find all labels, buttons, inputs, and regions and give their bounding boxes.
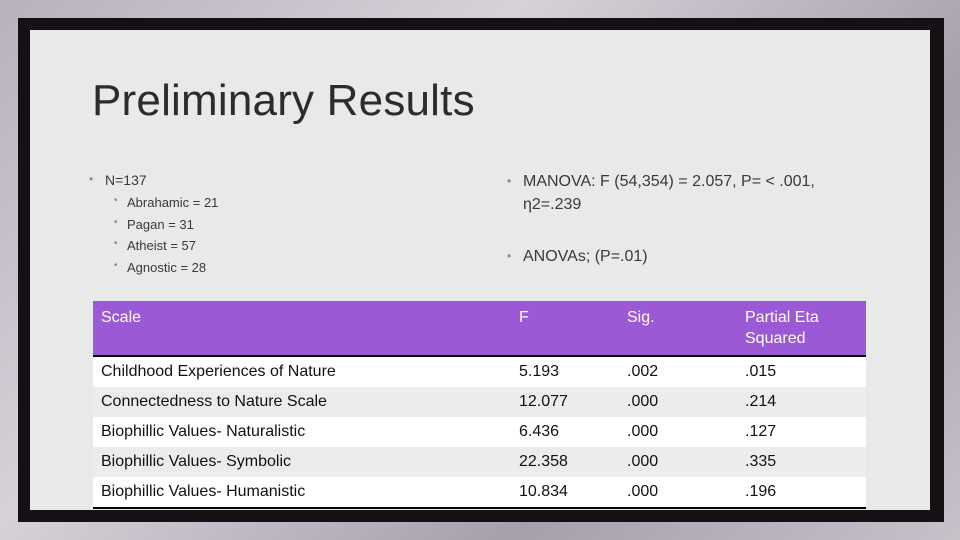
table-row: Biophillic Values- Humanistic 10.834 .00… bbox=[93, 477, 866, 509]
manova-text: MANOVA: F (54,354) = 2.057, P= < .001, bbox=[523, 173, 815, 190]
slide-title: Preliminary Results bbox=[92, 76, 475, 125]
cell-f: 12.077 bbox=[511, 387, 619, 417]
header-partial-eta: Partial Eta Squared bbox=[737, 301, 866, 357]
table-row: Biophillic Values- Naturalistic 6.436 .0… bbox=[93, 417, 866, 447]
cell-sig: .000 bbox=[619, 417, 737, 447]
results-table: Scale F Sig. Partial Eta Squared Childho… bbox=[93, 301, 866, 509]
header-scale: Scale bbox=[93, 301, 511, 357]
cell-scale: Connectedness to Nature Scale bbox=[93, 387, 511, 417]
cell-scale: Biophillic Values- Symbolic bbox=[93, 447, 511, 477]
cell-eta: .196 bbox=[737, 477, 866, 509]
cell-sig: .000 bbox=[619, 447, 737, 477]
cell-f: 5.193 bbox=[511, 356, 619, 387]
cell-eta: .015 bbox=[737, 356, 866, 387]
cell-sig: .000 bbox=[619, 387, 737, 417]
cell-eta: .127 bbox=[737, 417, 866, 447]
table-row: Connectedness to Nature Scale 12.077 .00… bbox=[93, 387, 866, 417]
table-row: Childhood Experiences of Nature 5.193 .0… bbox=[93, 356, 866, 387]
table-row: Biophillic Values- Symbolic 22.358 .000 … bbox=[93, 447, 866, 477]
manova-effect-size: η2=.239 bbox=[523, 196, 582, 213]
cell-sig: .000 bbox=[619, 477, 737, 509]
header-f: F bbox=[511, 301, 619, 357]
header-sig: Sig. bbox=[619, 301, 737, 357]
cell-f: 22.358 bbox=[511, 447, 619, 477]
cell-sig: .002 bbox=[619, 356, 737, 387]
cell-scale: Childhood Experiences of Nature bbox=[93, 356, 511, 387]
cell-scale: Biophillic Values- Humanistic bbox=[93, 477, 511, 509]
bullet-manova: MANOVA: F (54,354) = 2.057, P= < .001, η… bbox=[507, 170, 815, 216]
cell-eta: .335 bbox=[737, 447, 866, 477]
bullet-atheist: Atheist = 57 bbox=[114, 238, 196, 253]
cell-eta: .214 bbox=[737, 387, 866, 417]
bullet-anovas: ANOVAs; (P=.01) bbox=[507, 245, 648, 268]
bullet-sample-size: N=137 bbox=[89, 172, 147, 188]
bullet-abrahamic: Abrahamic = 21 bbox=[114, 195, 218, 210]
cell-scale: Biophillic Values- Naturalistic bbox=[93, 417, 511, 447]
bullet-agnostic: Agnostic = 28 bbox=[114, 260, 206, 275]
cell-f: 10.834 bbox=[511, 477, 619, 509]
cell-f: 6.436 bbox=[511, 417, 619, 447]
bullet-pagan: Pagan = 31 bbox=[114, 217, 194, 232]
table-header-row: Scale F Sig. Partial Eta Squared bbox=[93, 301, 866, 357]
